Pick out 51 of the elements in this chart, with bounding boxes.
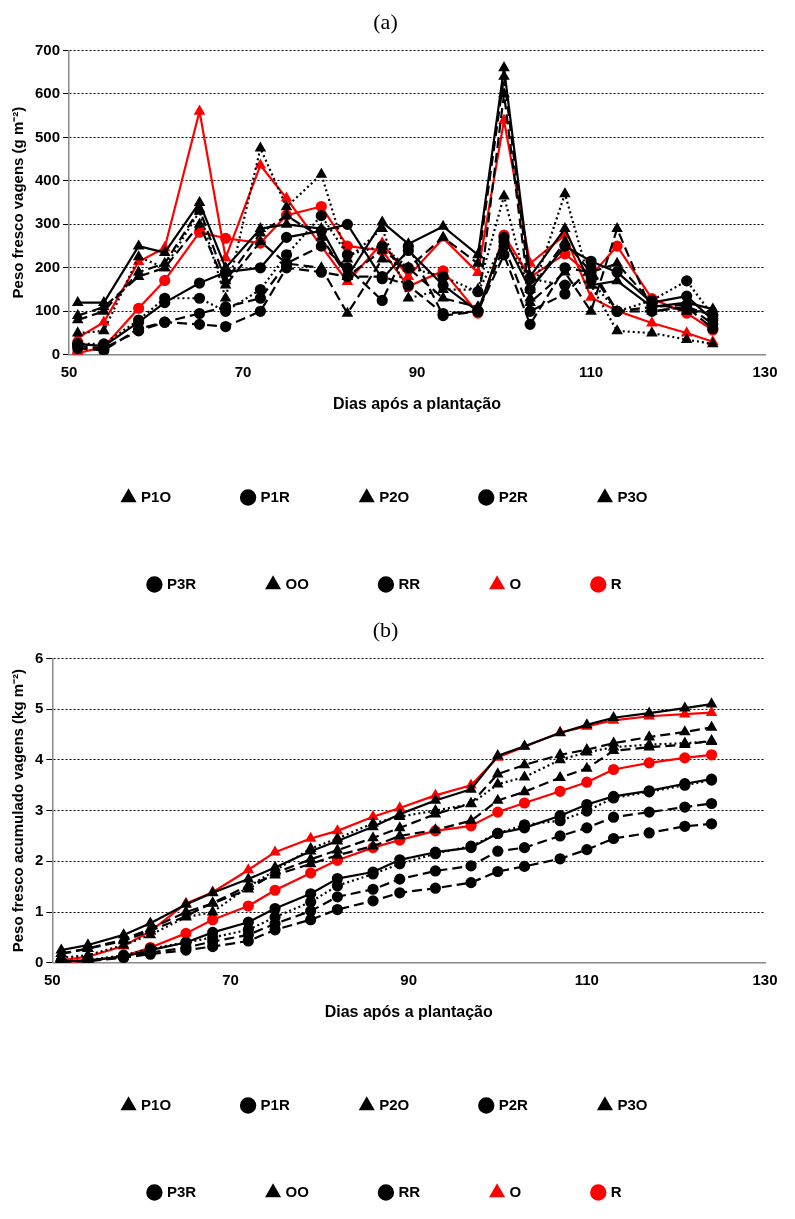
y-tick-label: 300 <box>35 214 61 232</box>
legend-label: O <box>509 1182 522 1200</box>
x-tick-label: 110 <box>578 362 604 380</box>
y-tick-label: 0 <box>35 952 44 970</box>
legend-label: P3R <box>166 1182 197 1200</box>
y-tick-label: 6 <box>35 648 44 666</box>
x-axis-title: Dias após a plantação <box>324 1002 493 1020</box>
chart-title: (b) <box>372 616 399 642</box>
x-tick-label: 70 <box>222 970 239 988</box>
x-axis-title: Dias após a plantação <box>332 394 502 412</box>
y-tick-label: 500 <box>35 127 61 145</box>
y-tick-label: 0 <box>51 344 61 362</box>
legend-label: P3O <box>617 1095 648 1113</box>
x-tick-label: 90 <box>400 970 418 988</box>
legend-label: RR <box>398 1182 421 1200</box>
legend-label: P3R <box>166 574 197 592</box>
legend-label: P2R <box>498 487 529 505</box>
legend-label: P3O <box>617 487 648 505</box>
x-tick-label: 70 <box>234 362 252 380</box>
y-tick-label: 100 <box>35 301 61 319</box>
legend-label: P2R <box>498 1095 529 1113</box>
y-axis-title: Peso fresco acumulado vagens (kg m⁻²) <box>9 668 27 953</box>
y-tick-label: 600 <box>35 84 61 102</box>
y-tick-label: 400 <box>35 171 61 188</box>
chart-title: (a) <box>373 8 398 34</box>
legend-label: OO <box>285 1182 310 1200</box>
legend-label: O <box>509 574 522 592</box>
y-tick-label: 2 <box>35 851 44 869</box>
x-tick-label: 130 <box>752 362 778 380</box>
legend-label: OO <box>285 574 310 592</box>
legend-label: R <box>610 574 622 592</box>
legend-label: P1O <box>141 1095 172 1113</box>
y-tick-label: 3 <box>35 800 44 818</box>
x-tick-label: 90 <box>408 362 426 380</box>
legend-label: R <box>610 1182 622 1200</box>
legend-label: RR <box>398 574 421 592</box>
y-tick-label: 4 <box>35 750 44 768</box>
y-tick-label: 5 <box>35 699 44 717</box>
y-axis-title: Peso fresco vagens (g m⁻²) <box>9 106 27 299</box>
x-tick-label: 110 <box>574 970 599 988</box>
x-tick-label: 50 <box>60 362 78 380</box>
x-tick-label: 130 <box>752 970 778 988</box>
y-tick-label: 1 <box>35 902 44 920</box>
legend-label: P1R <box>260 1095 290 1113</box>
y-tick-label: 200 <box>35 257 61 275</box>
y-tick-label: 700 <box>35 40 61 58</box>
x-tick-label: 50 <box>44 970 61 988</box>
legend-label: P1R <box>260 487 290 505</box>
legend-label: P1O <box>141 487 172 505</box>
legend-label: P2O <box>379 1095 410 1113</box>
legend-label: P2O <box>379 487 410 505</box>
